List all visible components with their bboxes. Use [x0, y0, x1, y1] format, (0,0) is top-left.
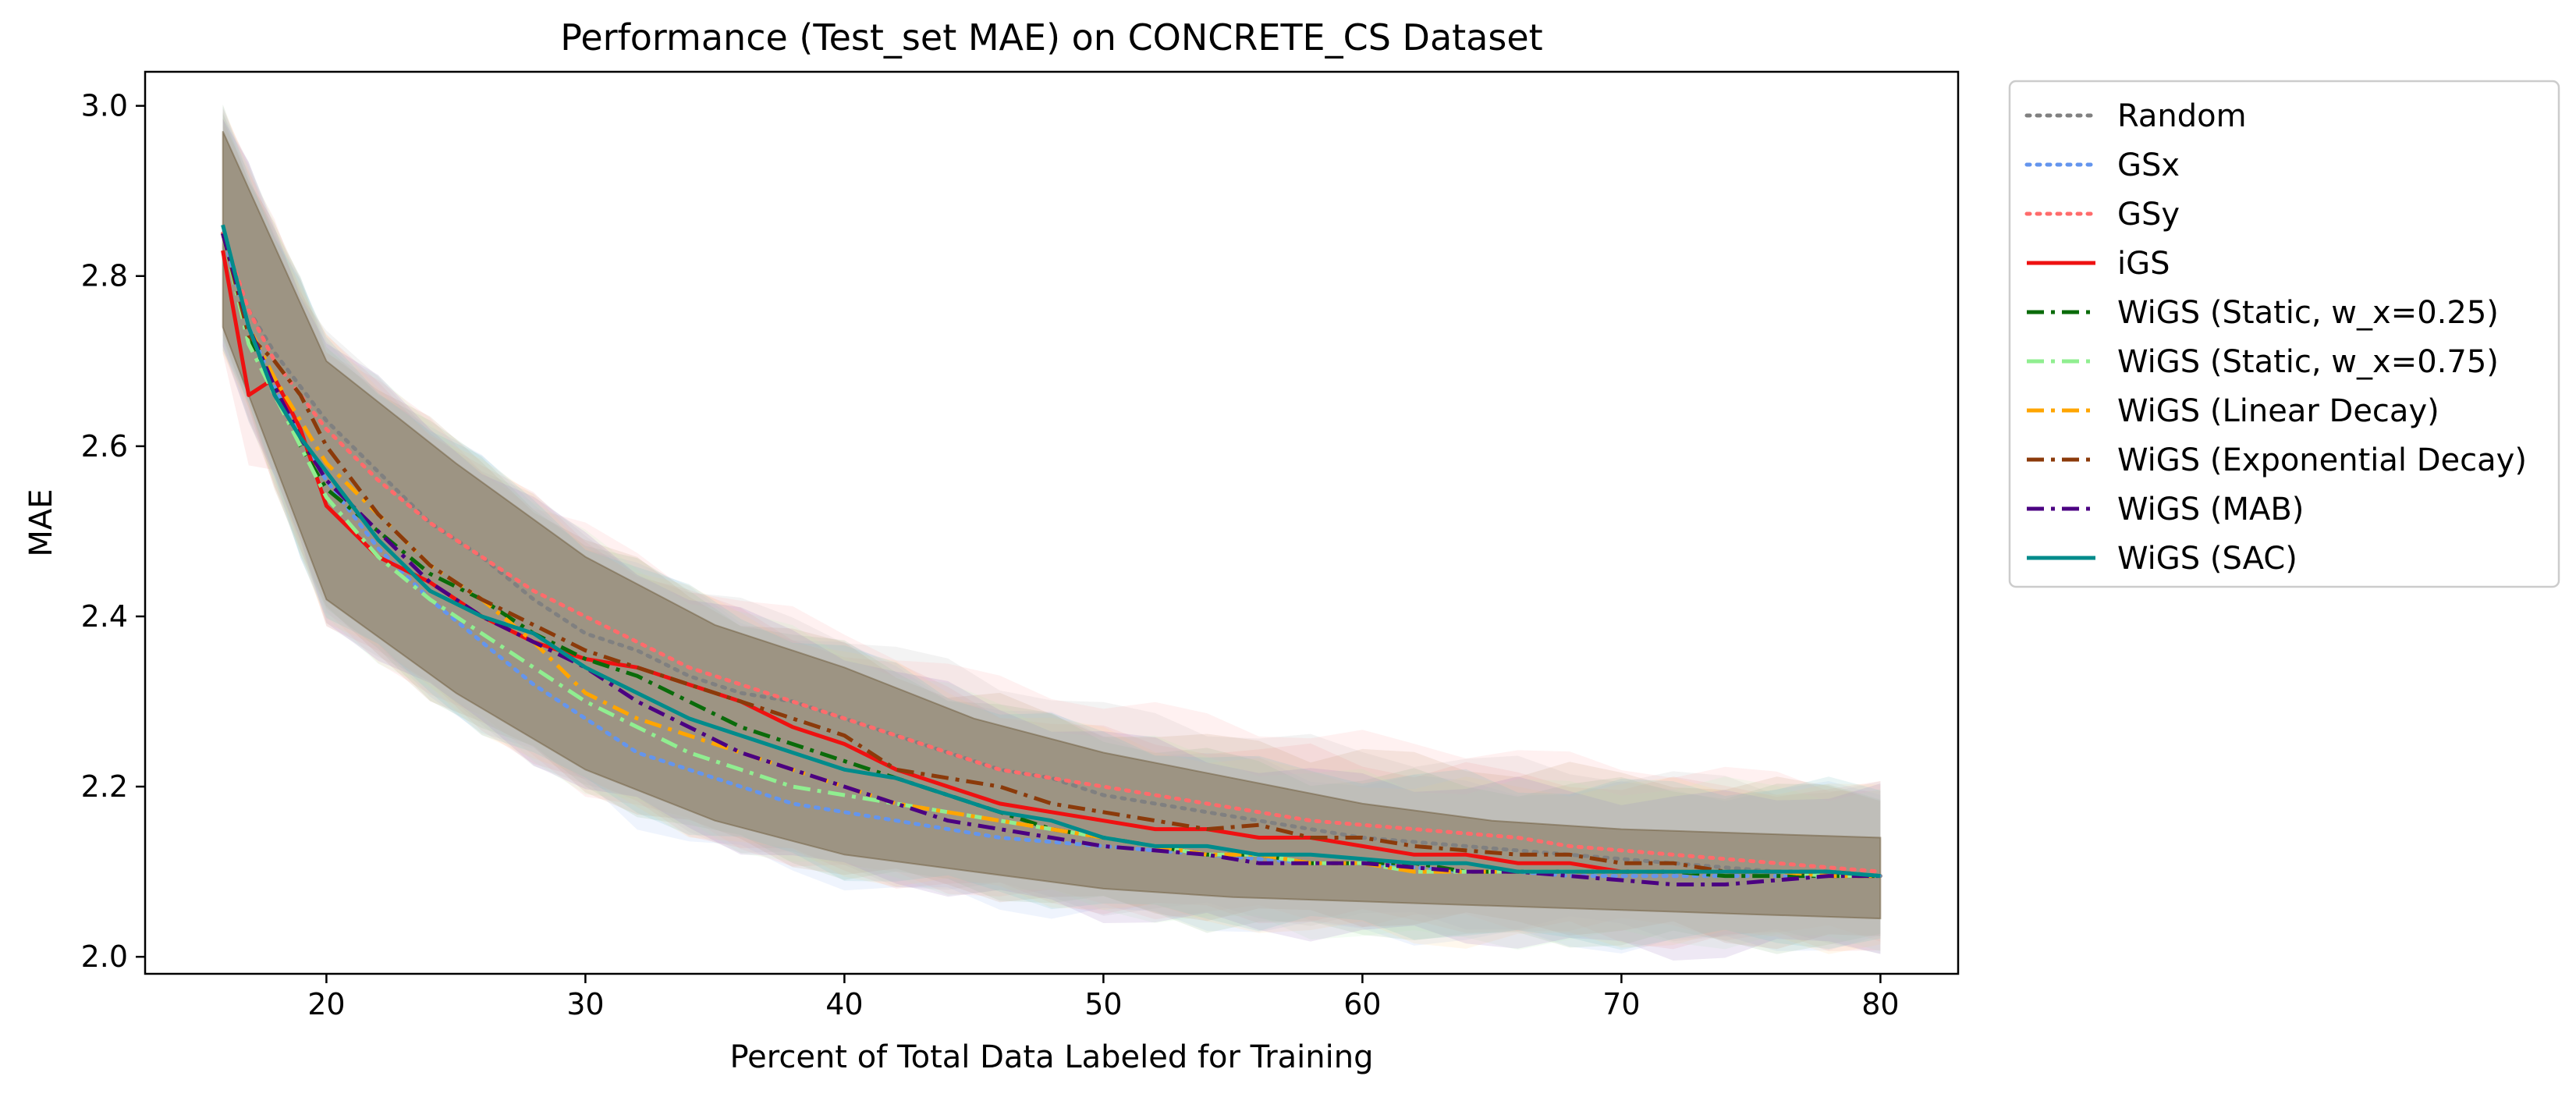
band-8 — [222, 118, 1881, 950]
legend-label: GSy — [2117, 197, 2180, 233]
x-tick-label: 50 — [1084, 987, 1122, 1021]
plot-area-frame — [144, 70, 1960, 975]
series-lines — [221, 224, 1882, 886]
series-line-9 — [221, 233, 1881, 886]
band-3 — [222, 124, 1881, 942]
band-1 — [222, 114, 1881, 954]
series-line-8 — [221, 233, 1881, 879]
legend-label: WiGS (Exponential Decay) — [2117, 442, 2527, 478]
chart-title: Performance (Test_set MAE) on CONCRETE_C… — [560, 16, 1542, 59]
y-tick-label: 2.6 — [81, 429, 128, 463]
y-axis-label: MAE — [23, 488, 59, 556]
legend-label: iGS — [2117, 246, 2170, 282]
legend-label: GSx — [2117, 147, 2180, 183]
x-tick-label: 70 — [1602, 987, 1640, 1021]
band-4 — [222, 108, 1881, 952]
band-10 — [222, 104, 1881, 950]
series-line-3 — [221, 231, 1882, 874]
legend: Random GSx GSy iGS WiGS (Static, w_x=0.25) Wi… — [2008, 80, 2560, 588]
x-tick-label: 60 — [1343, 987, 1381, 1021]
x-axis-ticks: 20 30 40 50 60 70 80 — [307, 974, 1900, 1021]
legend-label: WiGS (Linear Decay) — [2117, 393, 2439, 429]
legend-label: WiGS (Static, w_x=0.25) — [2117, 295, 2499, 331]
legend-label: WiGS (Static, w_x=0.75) — [2117, 344, 2499, 380]
band-6 — [222, 123, 1881, 952]
confidence-bands — [222, 104, 1882, 961]
legend-items: Random GSx GSy iGS WiGS (Static, w_x=0.25) Wi… — [2024, 98, 2527, 577]
legend-label: WiGS (SAC) — [2117, 541, 2297, 577]
x-tick-label: 20 — [307, 987, 345, 1021]
x-tick-label: 40 — [825, 987, 863, 1021]
band-7 — [222, 105, 1881, 954]
legend-label: WiGS (MAB) — [2117, 492, 2304, 527]
y-tick-label: 2.4 — [81, 599, 128, 634]
x-axis-label: Percent of Total Data Labeled for Traini… — [729, 1039, 1373, 1075]
x-tick-label: 80 — [1861, 987, 1899, 1021]
band-9 — [222, 119, 1881, 961]
series-line-1 — [221, 231, 1882, 879]
x-tick-label: 30 — [566, 987, 604, 1021]
legend-frame — [2008, 80, 2560, 588]
y-axis-ticks: 2.0 2.2 2.4 2.6 2.8 3.0 — [81, 89, 145, 974]
legend-label: Random — [2117, 98, 2247, 134]
band-5 — [222, 112, 1881, 954]
band-overlap — [222, 130, 1882, 920]
series-line-10 — [221, 224, 1881, 879]
y-tick-label: 2.8 — [81, 259, 128, 293]
band-2 — [222, 106, 1881, 954]
y-tick-label: 2.2 — [81, 769, 128, 804]
y-tick-label: 2.0 — [81, 939, 128, 974]
y-tick-label: 3.0 — [81, 89, 128, 123]
